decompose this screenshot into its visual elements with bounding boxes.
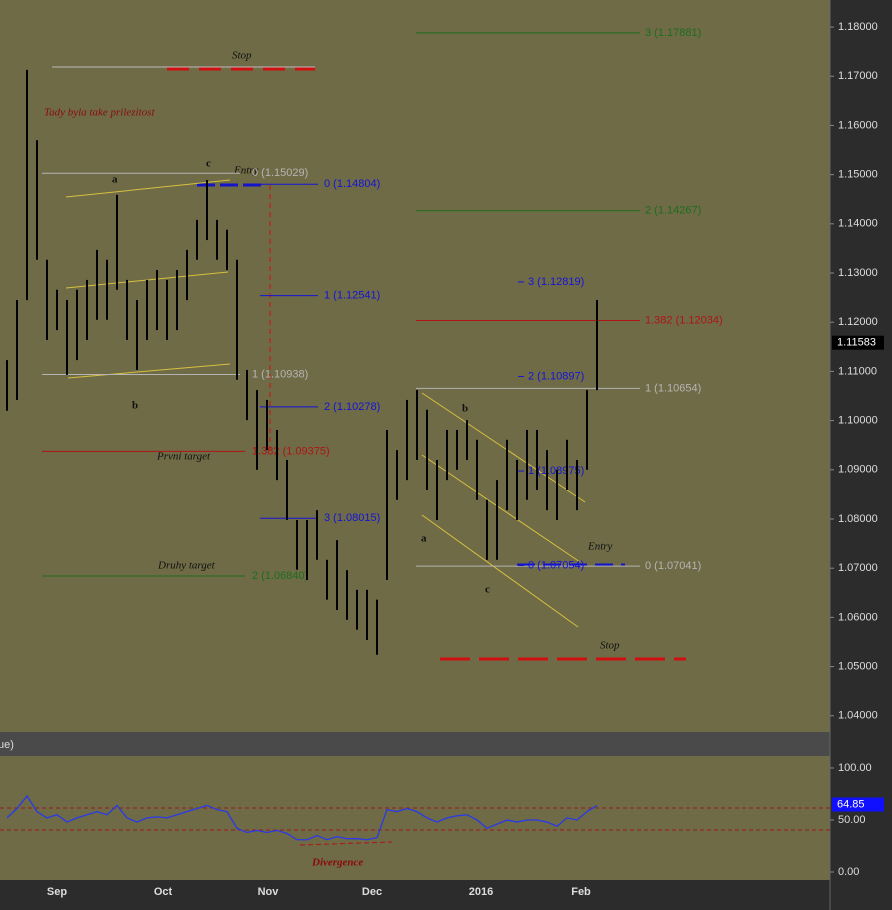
level-label: 3 (1.12819): [528, 276, 584, 288]
channel-line: [67, 363, 231, 379]
panel-tab: ue): [0, 739, 14, 751]
level-label: 0 (1.07041): [645, 560, 701, 572]
axis-panel: [830, 0, 892, 910]
annotation: c: [485, 584, 490, 596]
level-label: 1 (1.10654): [645, 382, 701, 394]
y-tick-label: 1.14000: [838, 218, 878, 230]
channel-line: [421, 514, 579, 628]
y-tick-label: 1.10000: [838, 415, 878, 427]
level-label: 1.382 (1.12034): [645, 314, 723, 326]
y-tick-label: 1.09000: [838, 464, 878, 476]
y-tick-label: 1.12000: [838, 316, 878, 328]
y-tick-label: 1.04000: [838, 710, 878, 722]
y-tick-label: 1.13000: [838, 267, 878, 279]
x-tick-label: Feb: [571, 886, 591, 898]
annotation: Stop: [600, 640, 620, 652]
y-tick-label: 1.16000: [838, 119, 878, 131]
level-label: 0 (1.07054): [528, 559, 584, 571]
annotation: Stop: [232, 50, 252, 62]
level-label: 0 (1.14804): [324, 178, 380, 190]
y-tick-label: 1.17000: [838, 70, 878, 82]
divergence-line: [299, 841, 393, 846]
level-label: 1 (1.10938): [252, 368, 308, 380]
annotation: c: [206, 158, 211, 170]
y-tick-label: 1.08000: [838, 513, 878, 525]
annotation: Tady byla take prilezitost: [44, 107, 155, 119]
panel-separator: [0, 732, 830, 756]
level-label: 2 (1.14267): [645, 205, 701, 217]
y-tick-label: 1.15000: [838, 169, 878, 181]
rsi-panel: [0, 756, 830, 880]
level-label: 1 (1.12541): [324, 290, 380, 302]
x-tick-label: Nov: [258, 886, 280, 898]
level-label: 2 (1.10897): [528, 370, 584, 382]
last-price-label: 1.11583: [837, 337, 876, 349]
x-tick-label: Dec: [362, 886, 382, 898]
level-label: 0 (1.15029): [252, 167, 308, 179]
y-tick-label: 1.06000: [838, 611, 878, 623]
level-label: 1.382 (1.09375): [252, 445, 330, 457]
y-tick-label: 1.11000: [838, 365, 877, 377]
annotation: Prvni target: [156, 451, 211, 463]
y-tick-label: 1.05000: [838, 660, 878, 672]
y-tick-label: 1.18000: [838, 21, 878, 33]
level-label: 2 (1.10278): [324, 401, 380, 413]
annotation: b: [132, 400, 138, 412]
x-tick-label: 2016: [469, 886, 493, 898]
last-value-tag: [832, 797, 884, 812]
y-tick-label: 50.00: [838, 814, 866, 826]
y-tick-label: 100.00: [838, 762, 872, 774]
y-tick-label: 0.00: [838, 866, 859, 878]
price-panel: [0, 0, 830, 732]
x-tick-label: Sep: [47, 886, 67, 898]
level-label: 2 (1.06840): [252, 570, 308, 582]
last-value-label: 64.85: [837, 798, 865, 810]
x-tick-label: Oct: [154, 886, 173, 898]
level-label: 3 (1.17881): [645, 27, 701, 39]
annotation: Divergence: [311, 857, 363, 869]
last-price-tag: [832, 335, 884, 350]
annotation: b: [462, 403, 468, 415]
channel-line: [421, 454, 581, 563]
x-axis-panel: [0, 880, 830, 910]
annotation: Druhy target: [157, 560, 216, 572]
y-tick-label: 1.07000: [838, 562, 878, 574]
annotation: Entry: [587, 541, 613, 553]
rsi-line: [6, 794, 598, 841]
level-label: 3 (1.08015): [324, 512, 380, 524]
annotation: a: [112, 174, 118, 186]
channel-line: [65, 179, 231, 198]
annotation: a: [421, 533, 427, 545]
